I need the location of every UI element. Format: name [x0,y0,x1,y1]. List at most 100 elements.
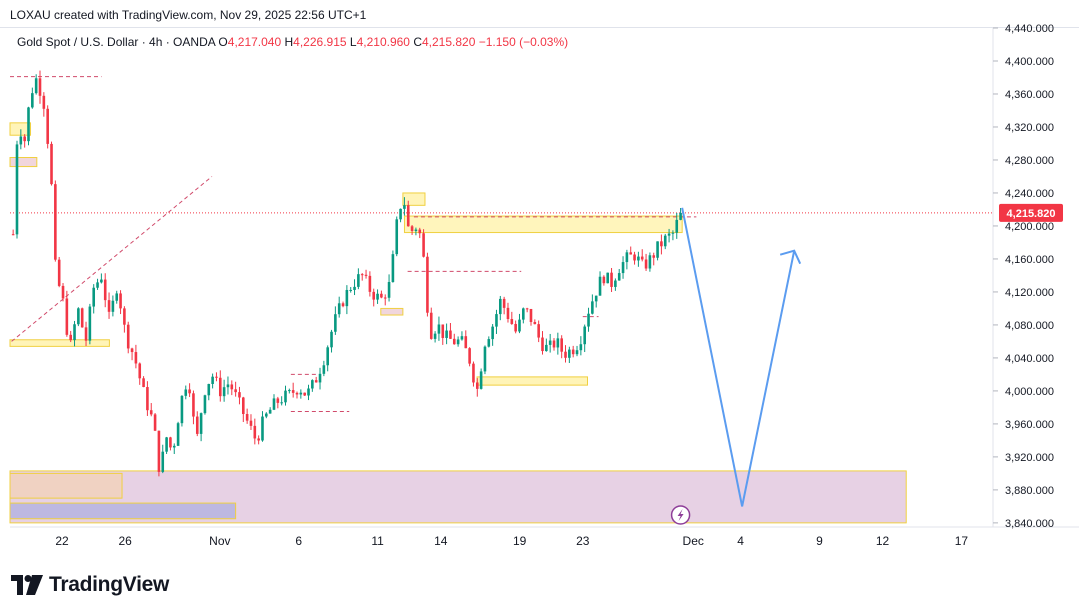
y-tick-label: 4,160.000 [1005,254,1054,266]
x-tick-label: 26 [119,534,133,548]
candle-body [111,300,115,312]
x-tick-label: 14 [434,534,448,548]
candle-body [406,205,410,227]
x-tick-label: 9 [816,534,823,548]
candle-body [587,313,590,327]
zone-support-band [9,472,123,499]
candle-body [583,326,586,345]
candle-body [46,108,49,144]
y-tick-label: 4,240.000 [1005,188,1054,200]
candles-layer [11,70,682,477]
candle-body [138,363,142,379]
candle-body [42,95,46,109]
y-tick-label: 3,880.000 [1005,485,1054,497]
candle-body [126,324,130,349]
x-tick-label: Dec [683,534,704,548]
candle-body [383,297,387,299]
candle-body [522,308,525,320]
candle-body [11,234,15,236]
candle-body [660,241,663,247]
x-tick-label: 23 [576,534,590,548]
candle-body [422,233,425,257]
x-tick-label: 12 [876,534,890,548]
x-tick-label: Nov [209,534,230,548]
zone-block [476,376,588,386]
candle-body [483,346,487,372]
y-tick-label: 4,360.000 [1005,89,1054,101]
lightning-icon [677,509,684,521]
zone-resistance-block [403,215,683,234]
candle-body [280,402,283,404]
candle-body [426,256,429,313]
open-label: O [218,35,228,49]
candle-body [123,308,126,325]
low-value: 4,210.960 [356,35,410,49]
candle-body [176,423,180,446]
candle-body [594,295,598,302]
candle-body [295,392,299,395]
candle-body [230,384,234,390]
candle-body [38,78,42,96]
candle-body [518,319,521,332]
candle-body [341,303,345,307]
top-divider [0,27,1079,28]
y-tick-label: 4,280.000 [1005,155,1054,167]
candle-body [548,340,552,345]
candle-body [272,398,276,410]
candle-body [84,327,88,341]
candle-body [291,390,295,393]
y-tick-label: 4,200.000 [1005,221,1054,233]
candle-body [207,383,211,396]
candle-body [368,275,372,292]
symbol-legend: Gold Spot / U.S. Dollar · 4h · OANDA O 4,… [17,35,568,49]
candle-body [353,286,356,290]
tradingview-logo[interactable]: TradingView [11,571,169,599]
candle-body [671,232,675,234]
candle-body [491,326,494,340]
candle-body [253,425,257,439]
candle-body [495,314,498,327]
trendline [11,176,213,342]
y-tick-label: 4,040.000 [1005,353,1054,365]
candle-body [633,254,636,261]
candle-body [276,398,280,403]
candle-body [311,380,314,389]
candle-body [460,336,464,340]
symbol-name: Gold Spot / U.S. Dollar · 4h · OANDA [17,35,216,49]
candle-body [288,390,291,392]
candle-body [475,382,479,389]
close-label: C [413,35,422,49]
candle-body [502,298,506,308]
candle-body [34,78,38,94]
zone-block [380,307,404,316]
candle-body [149,410,153,415]
candle-body [545,344,548,352]
candle-body [614,280,617,287]
candle-body [533,322,537,325]
candle-body [115,293,119,301]
candle-body [245,414,249,421]
candle-body [506,307,510,319]
candle-body [284,390,287,403]
candle-body [568,349,571,358]
zone-block [9,122,32,136]
candle-body [322,365,326,374]
candle-body [437,324,441,334]
candle-body [602,276,606,284]
candle-body [514,323,517,332]
candle-body [610,272,613,287]
candle-body [445,330,448,338]
candle-body [621,262,625,274]
candle-body [667,233,671,236]
tradingview-logo-icon [11,575,43,595]
candle-body [146,387,149,411]
x-tick-label: 11 [371,534,384,548]
candle-body [679,212,682,220]
close-value: 4,215.820 [422,35,476,49]
candle-body [103,279,107,301]
zones-layer [9,122,907,524]
candle-body [265,413,268,417]
candle-body [153,414,157,431]
high-label: H [284,35,294,49]
